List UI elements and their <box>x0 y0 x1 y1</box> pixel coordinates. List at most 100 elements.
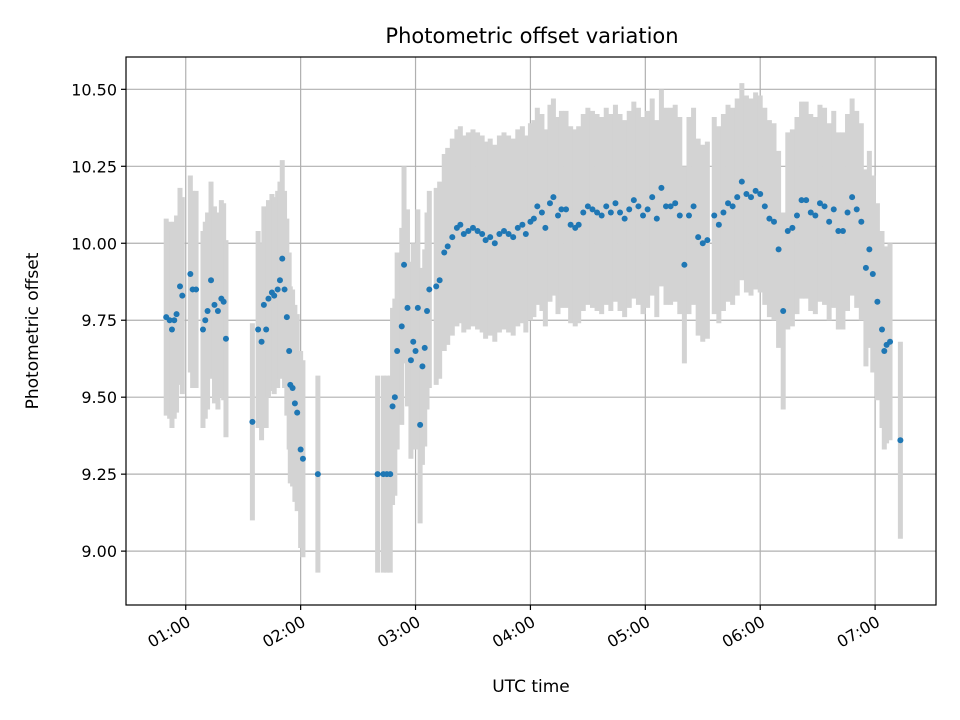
data-point <box>487 234 494 241</box>
data-point <box>204 307 211 314</box>
data-point <box>589 206 596 213</box>
data-point <box>374 471 381 478</box>
data-point <box>286 348 293 355</box>
data-point <box>465 227 472 234</box>
data-point <box>510 234 517 241</box>
data-point <box>314 471 321 478</box>
data-point <box>869 271 876 278</box>
data-point <box>715 221 722 228</box>
data-point <box>653 215 660 222</box>
data-point <box>479 231 486 238</box>
data-point <box>667 203 674 210</box>
data-point <box>835 227 842 234</box>
data-point <box>391 394 398 401</box>
y-axis-ticks: 9.00 9.25 9.50 9.75 10.00 10.25 10.50 <box>71 80 126 561</box>
data-point <box>419 363 426 370</box>
data-point <box>558 206 565 213</box>
data-point <box>635 203 642 210</box>
data-point <box>389 403 396 410</box>
data-point <box>426 286 433 293</box>
data-point <box>208 277 215 284</box>
data-point <box>748 194 755 201</box>
data-point <box>858 218 865 225</box>
data-point <box>166 317 173 324</box>
data-point <box>584 203 591 210</box>
data-point <box>249 418 256 425</box>
data-point <box>410 338 417 345</box>
data-point <box>663 203 669 210</box>
y-tick-label: 10.50 <box>71 80 117 99</box>
data-point <box>202 317 209 324</box>
data-point <box>690 203 697 210</box>
y-tick-label: 9.00 <box>81 542 117 561</box>
data-point <box>168 326 175 333</box>
data-point <box>276 277 283 284</box>
data-point <box>491 240 498 247</box>
data-point <box>297 446 304 453</box>
data-point <box>214 307 221 314</box>
data-point <box>387 471 394 478</box>
data-point <box>803 197 810 204</box>
data-point <box>881 348 888 355</box>
data-point <box>555 212 561 219</box>
data-point <box>550 194 557 201</box>
data-point <box>173 311 180 318</box>
data-point <box>260 301 267 308</box>
data-point <box>780 307 787 314</box>
data-point <box>538 209 545 216</box>
data-point <box>398 323 405 330</box>
data-point <box>211 301 218 308</box>
data-point <box>542 224 549 231</box>
data-point <box>879 326 885 333</box>
data-point <box>839 227 846 234</box>
data-point <box>412 348 419 355</box>
data-point <box>274 286 281 293</box>
data-point <box>401 261 408 268</box>
data-point <box>265 295 272 302</box>
data-point <box>283 314 290 321</box>
data-point <box>222 335 229 342</box>
data-point <box>725 200 732 207</box>
data-point <box>414 304 421 311</box>
data-point <box>812 212 819 219</box>
data-point <box>594 209 601 216</box>
data-point <box>187 271 194 278</box>
data-point <box>699 240 706 247</box>
y-tick-label: 9.50 <box>81 388 117 407</box>
y-tick-label: 10.00 <box>71 234 117 253</box>
data-point <box>789 224 796 231</box>
y-tick-label: 9.75 <box>81 311 117 330</box>
data-point <box>457 221 464 228</box>
data-point <box>598 212 605 219</box>
data-point <box>757 191 764 197</box>
data-point <box>830 206 837 213</box>
x-axis-label: UTC time <box>492 677 570 697</box>
data-point <box>729 203 736 210</box>
data-point <box>433 283 440 290</box>
data-point <box>441 249 448 256</box>
data-point <box>449 234 456 241</box>
chart-title: Photometric offset variation <box>385 24 678 48</box>
data-point <box>567 221 574 228</box>
data-point <box>279 255 286 262</box>
data-point <box>179 292 186 299</box>
data-point <box>784 227 791 234</box>
data-point <box>640 212 647 219</box>
data-point <box>534 203 541 210</box>
data-point <box>421 344 428 351</box>
y-tick-label: 10.25 <box>71 157 117 176</box>
data-point <box>897 437 904 444</box>
data-point <box>193 286 200 293</box>
data-point <box>530 215 537 222</box>
data-point <box>816 200 823 207</box>
data-point <box>862 264 869 271</box>
y-tick-label: 9.25 <box>81 465 117 484</box>
data-point <box>417 421 424 428</box>
data-point <box>575 221 582 228</box>
data-point <box>695 234 702 241</box>
data-point <box>505 231 512 238</box>
data-point <box>177 283 183 290</box>
data-point <box>821 203 828 210</box>
